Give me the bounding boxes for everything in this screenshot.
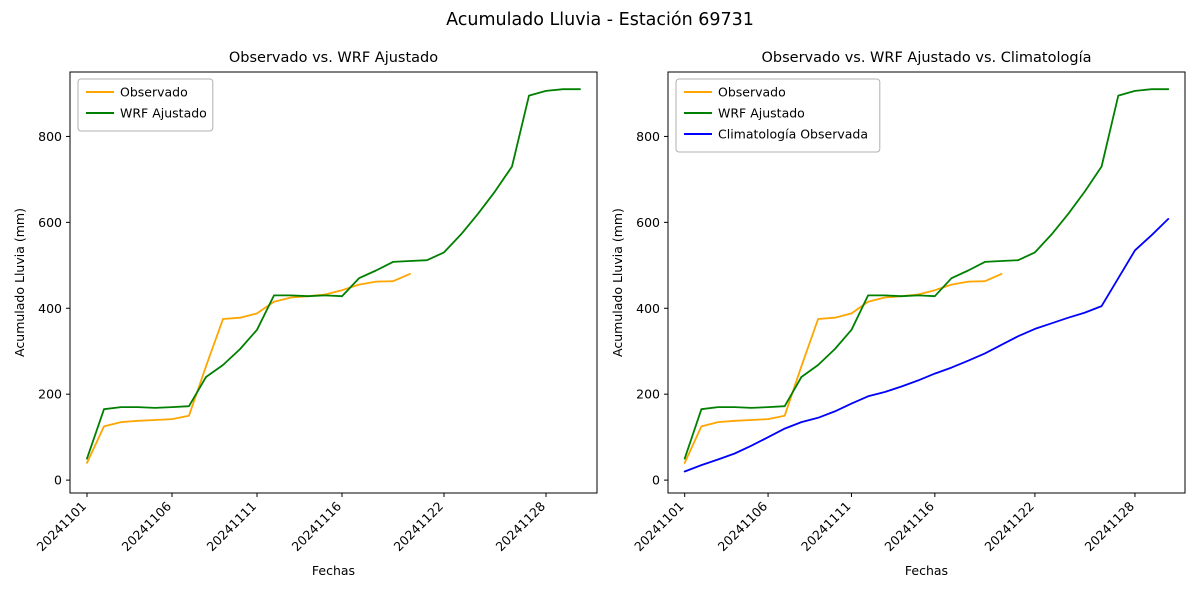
x-tick-label: 20241101 — [631, 499, 687, 555]
series-line-observado — [683, 272, 1003, 464]
legend-label: WRF Ajustado — [718, 106, 805, 121]
subplot-title: Observado vs. WRF Ajustado — [229, 50, 438, 66]
legend-label: WRF Ajustado — [120, 106, 207, 121]
series-line-wrf-ajustado — [683, 88, 1170, 460]
axes-frame — [69, 71, 598, 494]
y-axis-label: Acumulado Lluvia (mm) — [12, 208, 27, 357]
x-tick-label: 20241116 — [881, 498, 937, 554]
x-tick-label: 20241101 — [34, 499, 90, 555]
y-tick-label: 200 — [38, 387, 62, 402]
x-axis-label: Fechas — [905, 563, 948, 578]
subplot-title: Observado vs. WRF Ajustado vs. Climatolo… — [762, 50, 1092, 66]
y-tick-label: 400 — [38, 301, 62, 316]
y-tick-label: 600 — [636, 215, 660, 230]
y-tick-label: 0 — [54, 473, 62, 488]
x-tick-label: 20241122 — [391, 499, 447, 555]
x-tick-label: 20241106 — [715, 498, 771, 554]
x-tick-label: 20241111 — [798, 499, 854, 555]
y-axis-label: Acumulado Lluvia (mm) — [610, 208, 625, 357]
subplot-left: 0 200 400 600 800 20241101 20241106 20241111 202… — [12, 50, 598, 578]
x-tick-label: 20241116 — [289, 498, 345, 554]
x-tick-label: 20241128 — [493, 498, 549, 554]
y-tick-label: 800 — [38, 129, 62, 144]
x-axis-label: Fechas — [312, 563, 355, 578]
legend-box — [675, 78, 881, 153]
axes-frame — [667, 71, 1186, 494]
y-tick-label: 200 — [636, 387, 660, 402]
x-tick-label: 20241128 — [1081, 498, 1137, 554]
legend-label: Climatología Observada — [718, 127, 868, 142]
series-line-climatolog-a-observada — [683, 217, 1170, 473]
y-tick-label: 400 — [636, 301, 660, 316]
x-tick-label: 20241111 — [204, 499, 260, 555]
series-line-observado — [86, 272, 411, 464]
y-tick-label: 0 — [652, 473, 660, 488]
legend-label: Observado — [120, 85, 188, 100]
figure-title: Acumulado Lluvia - Estación 69731 — [446, 10, 754, 30]
y-tick-label: 600 — [38, 215, 62, 230]
x-tick-label: 20241106 — [119, 498, 175, 554]
series-line-wrf-ajustado — [86, 88, 581, 460]
subplot-right: 0 200 400 600 800 20241101 20241106 20241111 202… — [610, 50, 1186, 578]
x-tick-label: 20241122 — [981, 499, 1037, 555]
y-tick-label: 800 — [636, 129, 660, 144]
legend-label: Observado — [718, 85, 786, 100]
